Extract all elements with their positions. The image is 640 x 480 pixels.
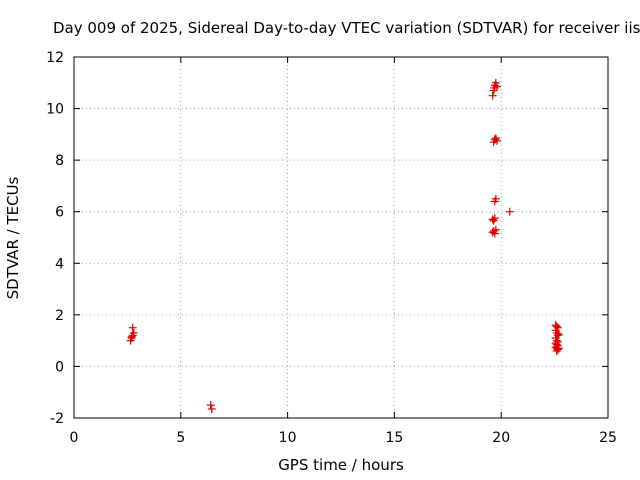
data-point [206,401,215,410]
data-point [128,323,137,332]
data-point [505,207,514,216]
data-points [126,78,563,413]
data-point [490,83,499,92]
y-tick-label: 10 [46,102,64,118]
y-axis-label: SDTVAR / TECUs [4,176,22,299]
x-tick-label: 15 [385,430,403,446]
data-point [553,345,562,354]
x-tick-label: 5 [176,430,185,446]
y-tick-label: 2 [55,308,64,324]
data-point [127,332,136,341]
y-tick-label: 0 [55,359,64,375]
y-tick-label: 8 [55,153,64,169]
chart-title: Day 009 of 2025, Sidereal Day-to-day VTE… [53,19,640,37]
x-tick-label: 10 [279,430,297,446]
data-point [491,194,500,203]
y-tick-label: -2 [50,411,64,427]
y-tick-label: 6 [55,205,64,221]
y-tick-label: 12 [46,50,64,66]
axis-ticks: 0 5 10 15 20 25 -2 0 2 4 6 8 10 12 [46,50,617,446]
x-tick-label: 0 [70,430,79,446]
data-point [490,229,499,238]
y-tick-label: 4 [55,256,64,272]
data-point [554,344,563,353]
data-point [488,215,497,224]
data-point [488,91,497,100]
grid [74,57,608,418]
data-point [491,225,500,234]
x-tick-label: 20 [492,430,510,446]
data-point [554,330,563,339]
data-point [490,214,499,223]
plot-frame [73,56,609,419]
x-axis-label: GPS time / hours [278,456,404,474]
data-point [207,404,216,413]
x-tick-label: 25 [599,430,617,446]
data-point [491,78,500,87]
data-point [492,136,501,145]
